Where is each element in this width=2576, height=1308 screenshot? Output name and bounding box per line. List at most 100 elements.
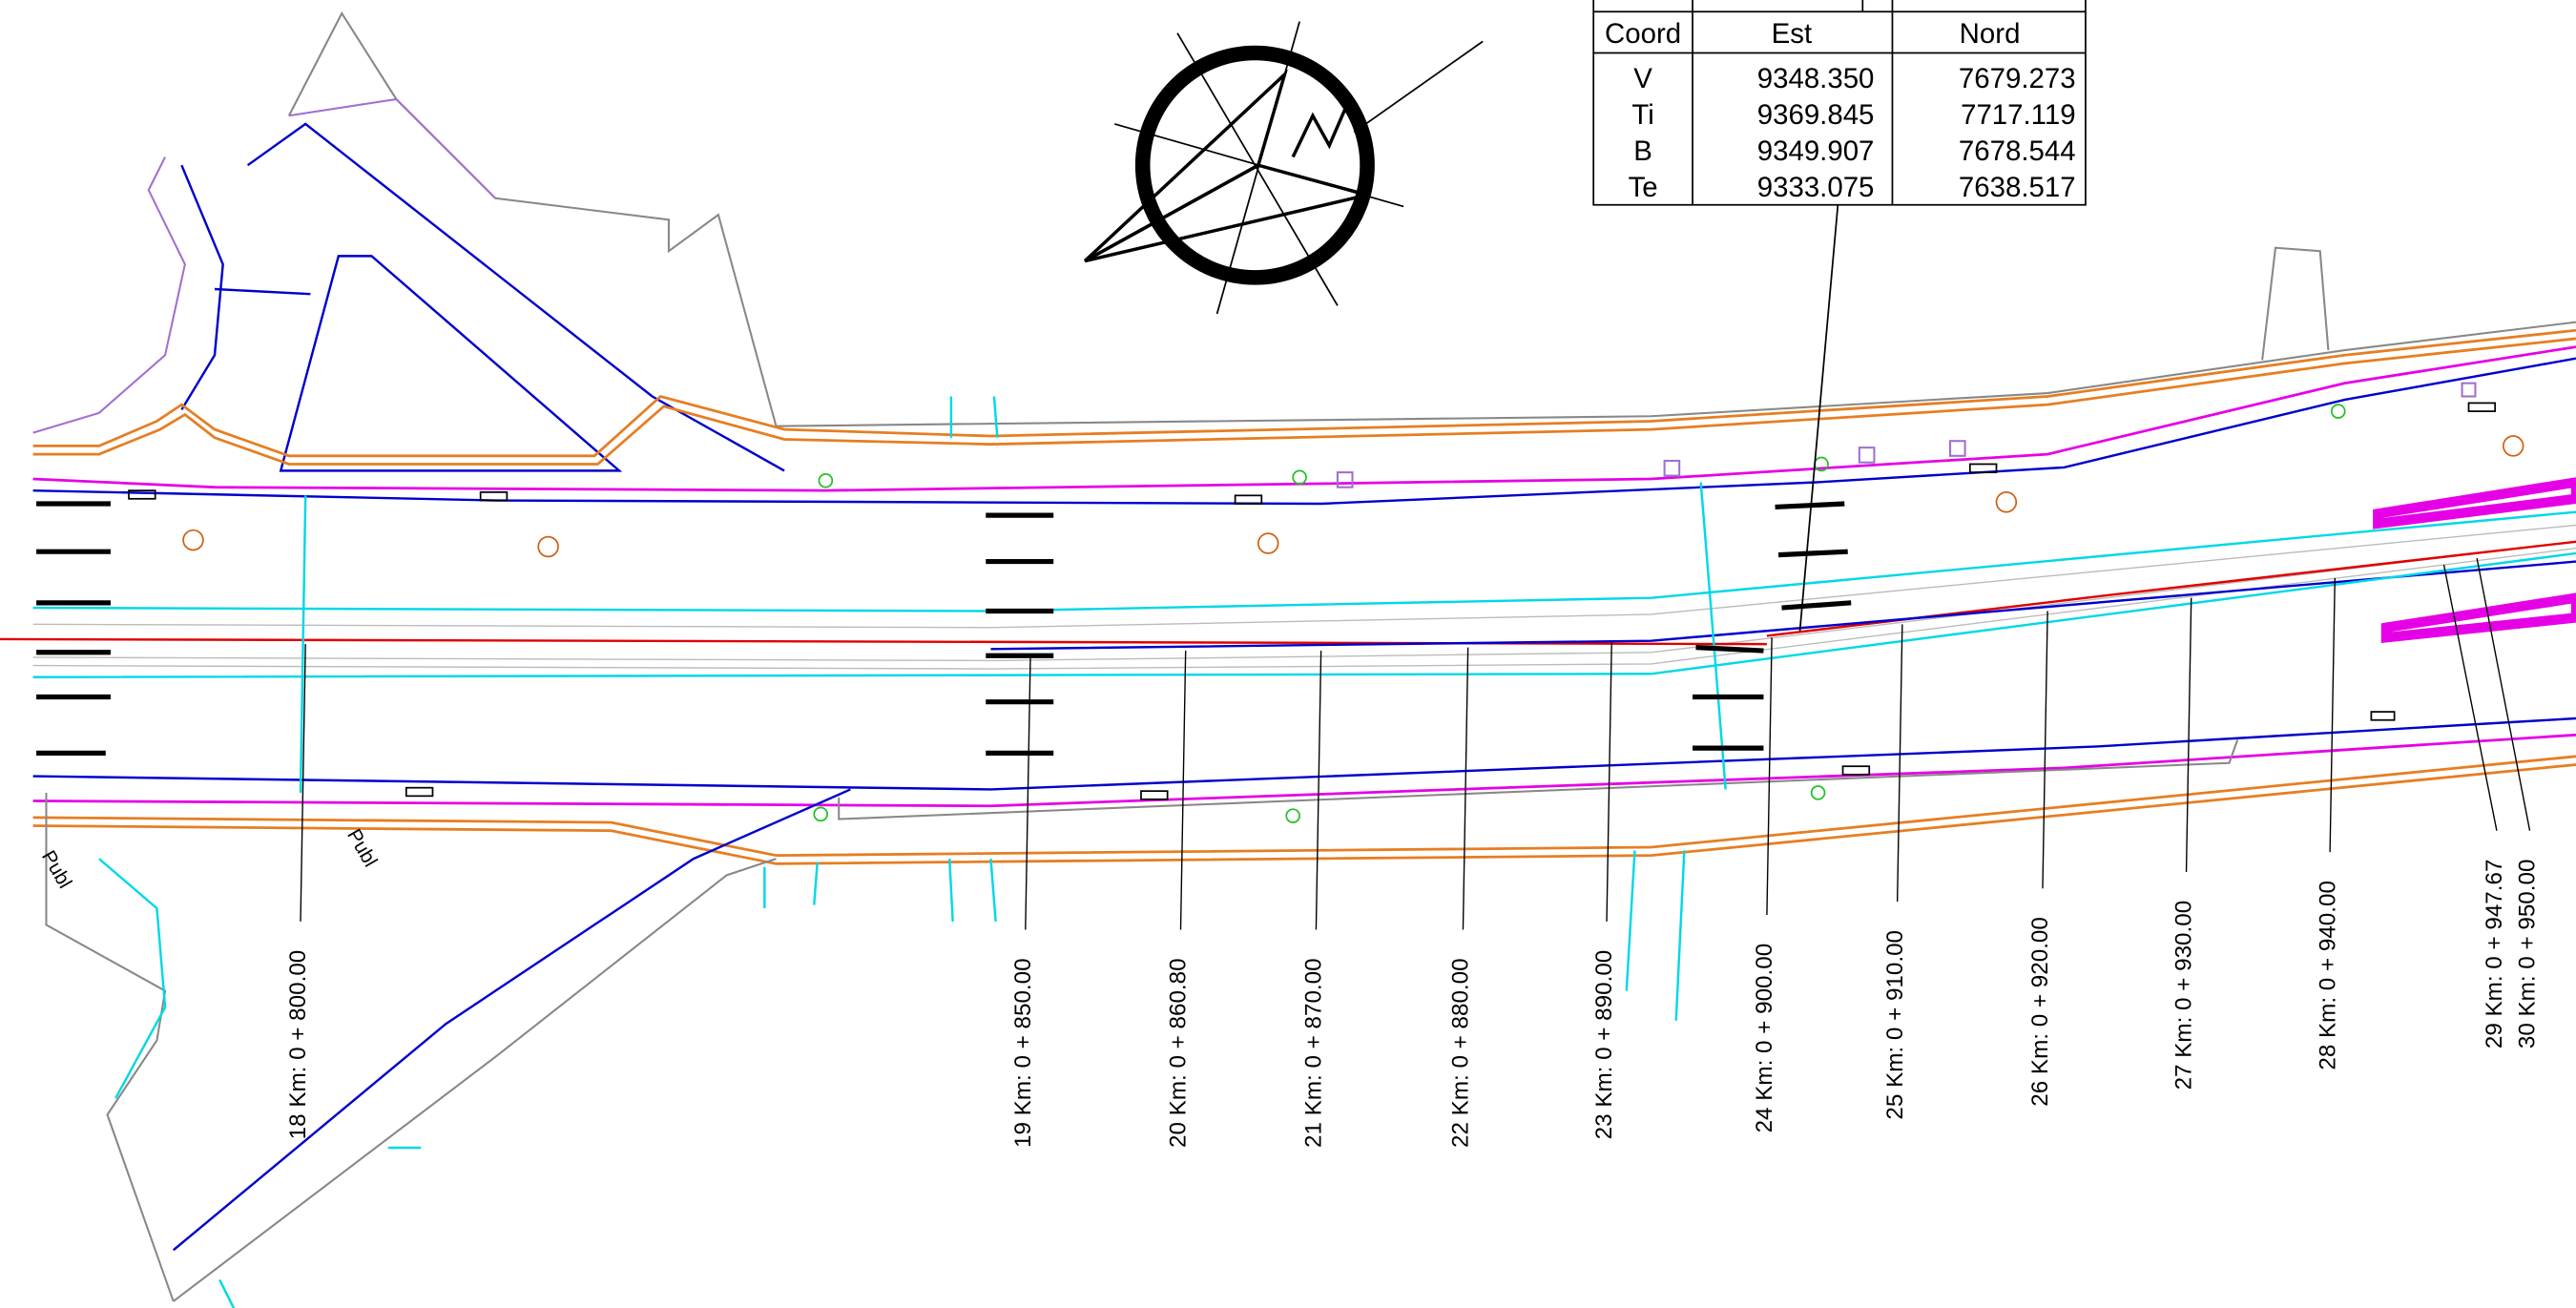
station-line — [1896, 624, 1903, 903]
table-cell: Ti — [1631, 99, 1653, 131]
boundary — [838, 739, 2239, 820]
drain — [405, 786, 434, 798]
boundary — [173, 858, 777, 1302]
table-cell: 9348.350 — [1757, 63, 1875, 94]
station-label: 21 Km: 0 + 870.00 — [1301, 958, 1327, 1148]
arrow — [1781, 600, 1852, 611]
boundary — [287, 10, 778, 426]
table-cell: 7678.544 — [1959, 135, 2076, 167]
post — [2461, 382, 2477, 398]
station-label: 27 Km: 0 + 930.00 — [2171, 901, 2197, 1090]
station-label: 26 Km: 0 + 920.00 — [2027, 917, 2053, 1107]
marking — [992, 396, 999, 438]
hydrant — [1285, 808, 1300, 823]
marking — [1699, 482, 1727, 790]
station-line — [2476, 557, 2531, 831]
hydrant — [1292, 469, 1307, 486]
station-label: 25 Km: 0 + 910.00 — [1882, 930, 1908, 1120]
edge — [32, 337, 2576, 466]
drain — [128, 489, 156, 500]
station-label: 28 Km: 0 + 940.00 — [2315, 881, 2340, 1070]
marking — [218, 1278, 236, 1308]
drain — [1140, 790, 1169, 800]
drain — [479, 491, 509, 502]
island — [279, 255, 623, 472]
manhole — [182, 529, 204, 551]
station-line — [1606, 642, 1612, 922]
hydrant — [1810, 785, 1826, 800]
station-line — [1766, 637, 1773, 915]
station-line — [2042, 611, 2048, 889]
boundary — [288, 97, 496, 199]
hydrant — [818, 472, 834, 488]
table-cell: 7679.273 — [1959, 63, 2076, 94]
edge — [32, 763, 2576, 865]
marking — [989, 859, 997, 922]
marker — [89, 862, 102, 876]
manhole — [1257, 532, 1279, 554]
marking — [813, 862, 819, 905]
station-label: 18 Km: 0 + 800.00 — [285, 950, 311, 1140]
manhole — [537, 535, 559, 558]
boundary — [776, 321, 2576, 427]
lane-line — [32, 551, 2576, 678]
station-line — [2329, 577, 2336, 853]
station-line — [1462, 647, 1469, 930]
station-line — [1025, 656, 1031, 930]
station-label: 23 Km: 0 + 890.00 — [1591, 950, 1617, 1140]
marking — [2380, 592, 2576, 643]
lane — [172, 788, 851, 1252]
note: Publ — [37, 847, 76, 892]
lane — [180, 164, 224, 410]
table-cell: 9333.075 — [1757, 172, 1875, 203]
boundary — [2261, 246, 2330, 361]
lane — [990, 560, 2576, 651]
drain — [2370, 711, 2396, 721]
arrows — [36, 501, 1852, 756]
coordinate-table: Coord Est Nord V 9348.350 7679.273 Ti 9369.845 7… — [1592, 0, 2087, 632]
post — [1663, 459, 1681, 477]
table-cell: 9369.845 — [1757, 99, 1875, 131]
station-line — [1315, 651, 1322, 930]
station-label: 24 Km: 0 + 900.00 — [1752, 944, 1777, 1133]
table-cell: B — [1633, 135, 1652, 167]
leader-line — [1798, 204, 1839, 632]
lane — [32, 716, 2576, 791]
symbols — [89, 238, 2524, 876]
compass-ring — [1134, 45, 1375, 285]
lane — [214, 287, 311, 296]
table-frame — [1592, 0, 2087, 206]
post — [1336, 471, 1354, 488]
drain — [1234, 494, 1263, 505]
manhole — [2502, 435, 2524, 457]
compass-line — [1215, 21, 1300, 315]
marker — [156, 238, 170, 251]
table-cell: V — [1633, 63, 1652, 94]
station-label: 19 Km: 0 + 850.00 — [1010, 958, 1036, 1148]
edge — [32, 328, 2576, 458]
marking — [1674, 850, 1686, 1021]
station-label: 29 Km: 0 + 947.67 — [2482, 860, 2507, 1049]
table-cell: 9349.907 — [1757, 135, 1875, 167]
north-arrow — [1083, 21, 1484, 315]
post — [1858, 446, 1876, 464]
kerb — [32, 345, 2576, 492]
table-cell: Te — [1629, 172, 1658, 203]
station-label: 22 Km: 0 + 880.00 — [1448, 958, 1474, 1148]
table-cell: 7638.517 — [1959, 172, 2076, 203]
kerb — [32, 733, 2576, 808]
station-label: 20 Km: 0 + 860.80 — [1166, 958, 1192, 1148]
table-header: Est — [1772, 18, 1813, 50]
arrow — [1775, 501, 1845, 510]
station-line — [2442, 564, 2498, 831]
compass-needle — [1084, 163, 1368, 263]
compass-line — [1353, 40, 1484, 134]
arrow — [1777, 549, 1848, 558]
marking — [2373, 477, 2576, 529]
manhole — [1995, 491, 2018, 513]
lane — [246, 122, 785, 472]
marking — [1625, 850, 1636, 991]
station-line — [2185, 597, 2192, 872]
station-line — [300, 644, 306, 922]
